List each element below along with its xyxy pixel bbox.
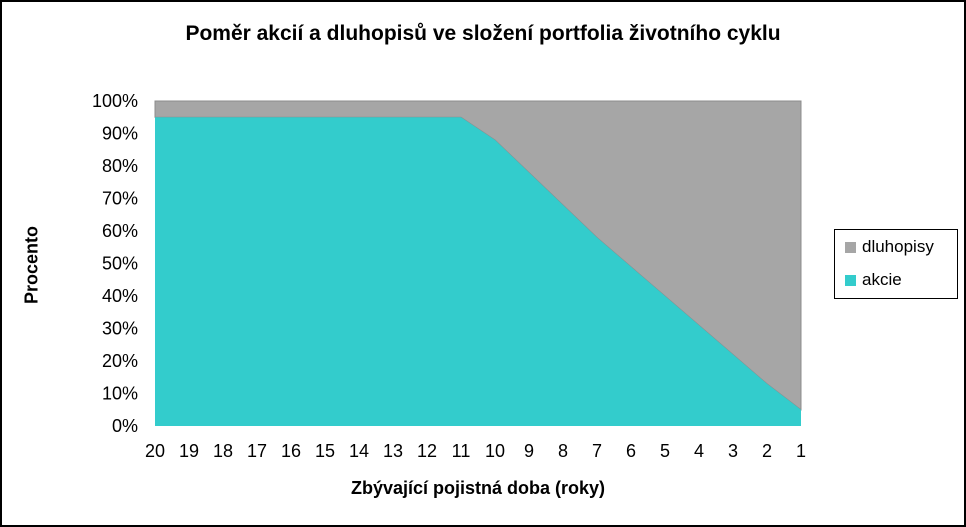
x-tick-label: 2 [762, 441, 772, 461]
x-tick-label: 3 [728, 441, 738, 461]
x-tick-label: 17 [247, 441, 267, 461]
y-tick-label: 90% [102, 124, 138, 144]
legend: dluhopisy akcie [834, 229, 958, 299]
legend-swatch-akcie [845, 274, 856, 286]
x-tick-label: 18 [213, 441, 233, 461]
x-tick-label: 4 [694, 441, 704, 461]
y-tick-label: 30% [102, 319, 138, 339]
x-tick-label: 9 [524, 441, 534, 461]
y-tick-label: 70% [102, 189, 138, 209]
y-tick-label: 50% [102, 254, 138, 274]
x-tick-label: 1 [796, 441, 806, 461]
legend-swatch-dluhopisy [845, 241, 856, 253]
legend-item-dluhopisy: dluhopisy [845, 237, 934, 257]
chart-title: Poměr akcií a dluhopisů ve složení portf… [185, 22, 781, 45]
legend-label-akcie: akcie [862, 270, 902, 289]
y-tick-label: 20% [102, 351, 138, 371]
x-tick-label: 11 [452, 441, 471, 461]
area-akcie [155, 117, 801, 427]
x-tick-label: 8 [558, 441, 568, 461]
x-tick-label: 19 [179, 441, 199, 461]
y-tick-label: 40% [102, 286, 138, 306]
legend-label-dluhopisy: dluhopisy [862, 237, 934, 256]
x-tick-label: 16 [281, 441, 301, 461]
y-tick-label: 60% [102, 221, 138, 241]
y-tick-label: 100% [92, 91, 138, 111]
x-tick-label: 13 [383, 441, 403, 461]
x-tick-label: 7 [592, 441, 602, 461]
x-axis-label: Zbývající pojistná doba (roky) [350, 478, 606, 498]
x-tick-label: 10 [485, 441, 505, 461]
legend-item-akcie: akcie [845, 270, 902, 290]
x-tick-label: 6 [626, 441, 636, 461]
y-tick-label: 0% [112, 416, 138, 436]
x-tick-label: 12 [417, 441, 437, 461]
x-tick-label: 14 [349, 441, 369, 461]
y-tick-label: 10% [102, 384, 138, 404]
x-tick-label: 5 [660, 441, 670, 461]
x-tick-label: 15 [315, 441, 335, 461]
y-tick-label: 80% [102, 156, 138, 176]
x-tick-label: 20 [145, 441, 165, 461]
